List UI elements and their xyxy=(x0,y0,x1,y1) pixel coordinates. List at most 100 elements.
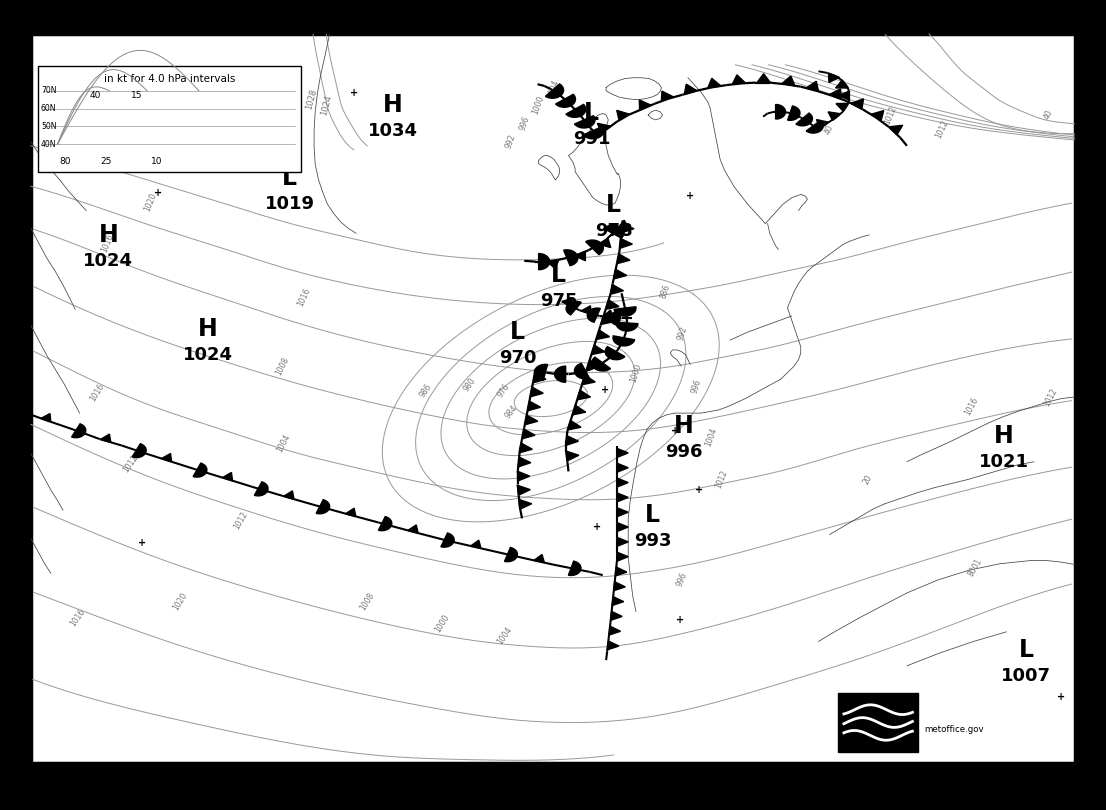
Polygon shape xyxy=(520,443,532,453)
Polygon shape xyxy=(617,110,629,121)
Text: 1004: 1004 xyxy=(545,79,561,100)
Polygon shape xyxy=(519,500,532,509)
Text: 996: 996 xyxy=(665,443,702,461)
Polygon shape xyxy=(782,76,795,86)
Polygon shape xyxy=(617,508,628,517)
Text: in kt for 4.0 hPa intervals: in kt for 4.0 hPa intervals xyxy=(104,75,234,84)
Text: 1012: 1012 xyxy=(713,469,729,490)
Polygon shape xyxy=(617,254,630,264)
Polygon shape xyxy=(41,414,51,422)
Polygon shape xyxy=(528,401,541,411)
Text: 1012: 1012 xyxy=(883,104,898,126)
Text: 10: 10 xyxy=(152,157,163,167)
Polygon shape xyxy=(617,449,628,458)
Text: 1024: 1024 xyxy=(320,94,333,117)
Text: 1020: 1020 xyxy=(171,590,189,612)
Polygon shape xyxy=(836,103,848,111)
Polygon shape xyxy=(619,239,633,249)
Text: H: H xyxy=(98,223,118,247)
Polygon shape xyxy=(132,444,146,458)
Polygon shape xyxy=(470,540,481,548)
Polygon shape xyxy=(587,308,601,322)
Text: +: + xyxy=(154,188,163,198)
Polygon shape xyxy=(870,111,884,121)
Text: 1024: 1024 xyxy=(83,252,134,270)
Text: L: L xyxy=(1019,638,1034,663)
Text: 1008: 1008 xyxy=(273,356,291,377)
Polygon shape xyxy=(606,300,619,309)
Text: H: H xyxy=(198,317,218,341)
Text: L: L xyxy=(510,320,525,344)
Polygon shape xyxy=(757,74,770,83)
Text: 40: 40 xyxy=(90,91,101,100)
Polygon shape xyxy=(708,79,721,88)
Polygon shape xyxy=(889,126,902,134)
Text: +: + xyxy=(593,522,602,531)
Text: +: + xyxy=(686,191,695,201)
Text: +: + xyxy=(601,386,609,395)
Polygon shape xyxy=(851,99,864,109)
Text: H: H xyxy=(674,414,693,438)
Polygon shape xyxy=(222,472,232,481)
Polygon shape xyxy=(254,482,268,496)
Polygon shape xyxy=(161,454,171,462)
Polygon shape xyxy=(597,123,611,133)
Polygon shape xyxy=(441,533,455,548)
Polygon shape xyxy=(575,252,585,261)
Polygon shape xyxy=(806,81,818,92)
Polygon shape xyxy=(582,375,595,385)
Text: +: + xyxy=(137,538,146,548)
Text: 1016: 1016 xyxy=(69,607,86,628)
Text: 40N: 40N xyxy=(41,139,56,149)
Polygon shape xyxy=(586,360,601,369)
Polygon shape xyxy=(72,424,86,437)
Polygon shape xyxy=(573,405,586,415)
Polygon shape xyxy=(617,478,628,487)
Polygon shape xyxy=(605,347,625,360)
Text: +: + xyxy=(676,615,685,625)
Polygon shape xyxy=(615,567,627,576)
Polygon shape xyxy=(545,84,564,98)
Bar xyxy=(38,66,301,172)
Text: 991: 991 xyxy=(573,130,611,148)
Polygon shape xyxy=(613,336,635,346)
Text: L: L xyxy=(606,193,622,217)
Polygon shape xyxy=(838,91,849,100)
Polygon shape xyxy=(592,345,605,355)
Text: 1020: 1020 xyxy=(143,192,158,213)
Polygon shape xyxy=(828,112,841,121)
Text: 1016: 1016 xyxy=(88,382,106,403)
Text: 986: 986 xyxy=(418,382,434,399)
Text: 1000: 1000 xyxy=(434,613,451,634)
Polygon shape xyxy=(617,493,628,502)
Polygon shape xyxy=(534,555,544,563)
Text: 1000: 1000 xyxy=(628,362,644,383)
Polygon shape xyxy=(522,429,535,439)
Text: +: + xyxy=(670,426,679,436)
Polygon shape xyxy=(583,126,604,139)
Text: 992: 992 xyxy=(504,133,518,149)
Text: 993: 993 xyxy=(634,532,671,550)
Text: H: H xyxy=(383,93,403,117)
Polygon shape xyxy=(835,80,848,88)
Text: 60N: 60N xyxy=(41,104,56,113)
Polygon shape xyxy=(574,116,595,128)
Text: 1000: 1000 xyxy=(531,95,546,116)
Polygon shape xyxy=(617,522,628,531)
Text: 1004: 1004 xyxy=(274,433,292,454)
Text: L: L xyxy=(645,503,660,527)
Text: 996: 996 xyxy=(690,378,703,394)
Text: 1016: 1016 xyxy=(296,287,312,308)
Text: 50N: 50N xyxy=(41,122,56,131)
Polygon shape xyxy=(101,434,111,442)
Text: 980: 980 xyxy=(462,376,478,394)
Text: 1016: 1016 xyxy=(100,232,115,254)
Polygon shape xyxy=(613,597,624,606)
Polygon shape xyxy=(604,225,624,238)
Polygon shape xyxy=(596,330,609,339)
Text: 996: 996 xyxy=(518,115,531,131)
Polygon shape xyxy=(568,561,581,575)
Text: 40: 40 xyxy=(1042,109,1055,122)
Polygon shape xyxy=(577,390,591,400)
Polygon shape xyxy=(525,415,538,424)
